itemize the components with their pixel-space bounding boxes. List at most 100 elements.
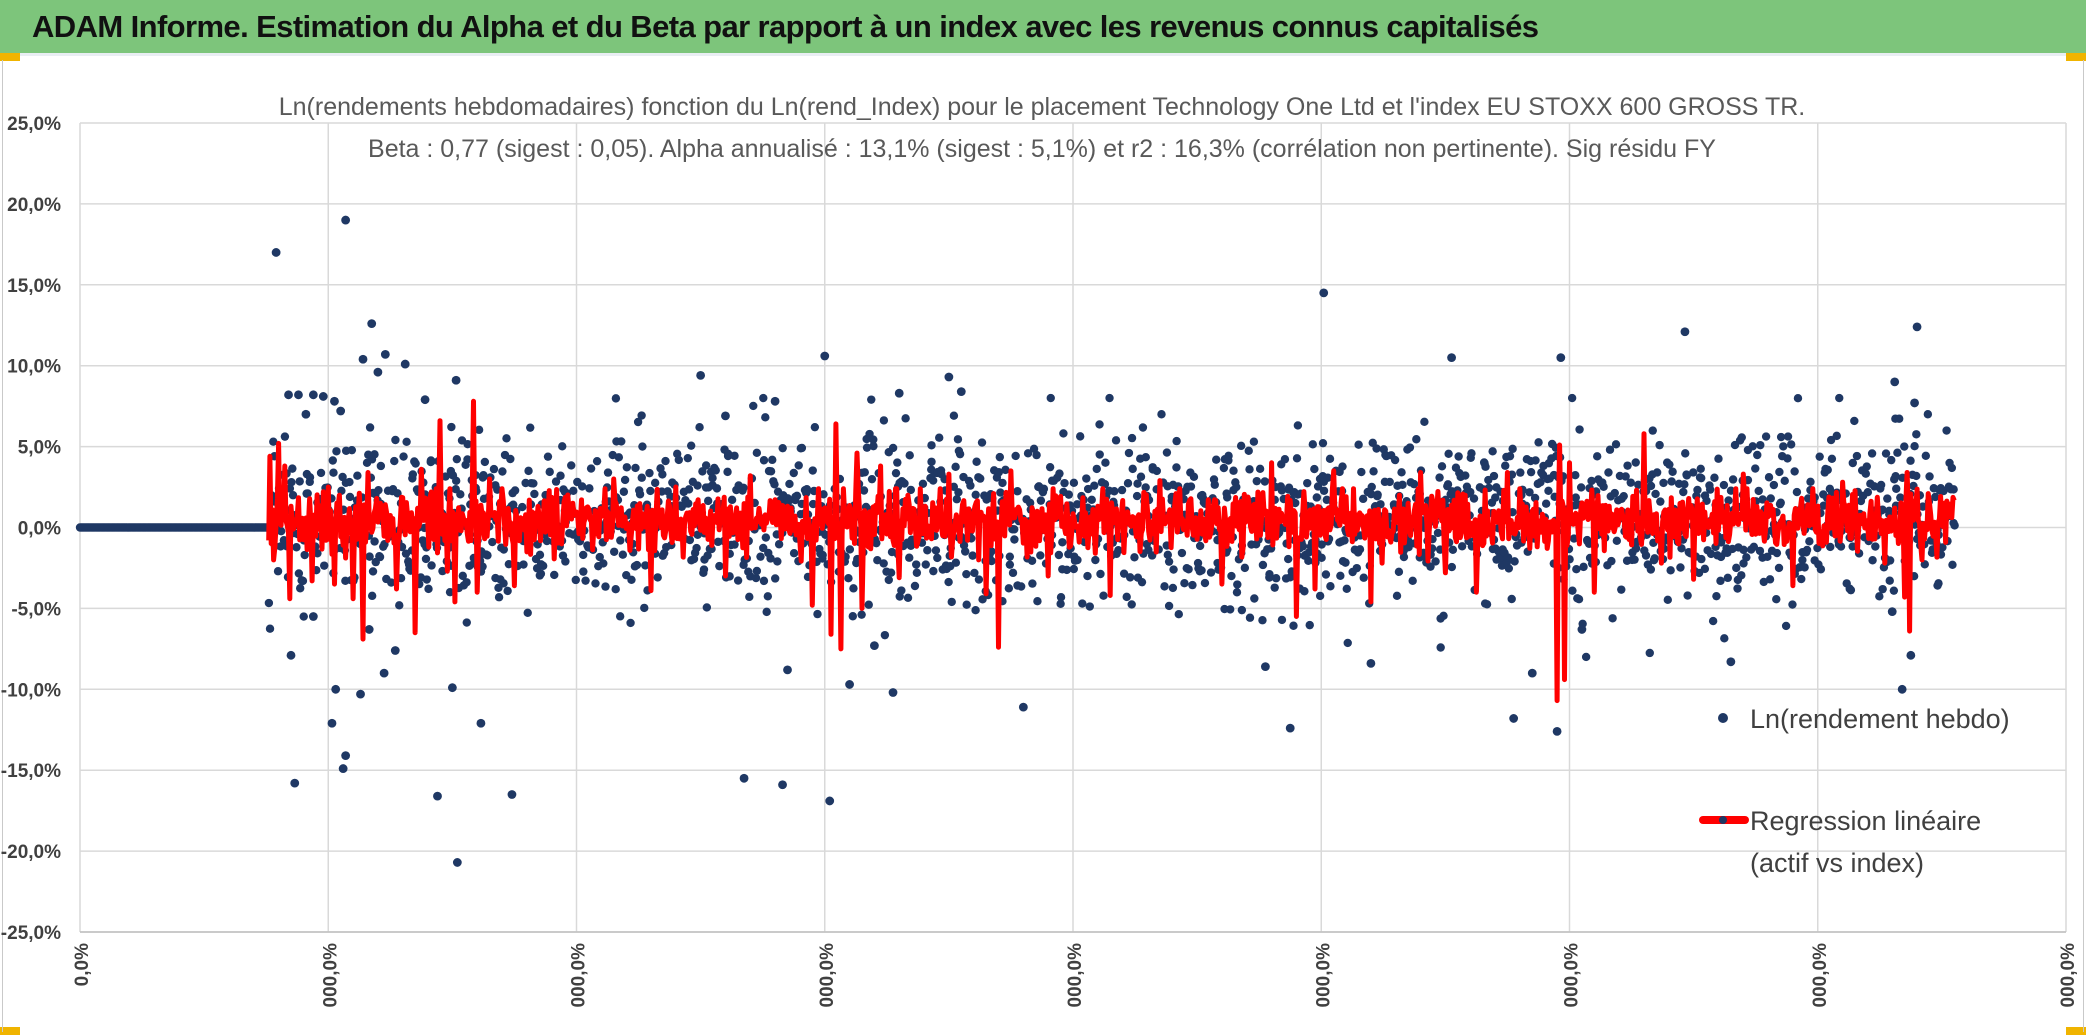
data-point xyxy=(1749,542,1759,551)
data-point xyxy=(510,486,520,495)
data-point xyxy=(1318,438,1328,448)
data-point xyxy=(1172,436,1181,446)
data-point xyxy=(1934,579,1943,588)
data-point xyxy=(316,468,326,478)
data-point xyxy=(701,461,711,470)
data-point xyxy=(1323,473,1332,482)
data-point xyxy=(955,449,965,459)
data-point xyxy=(447,422,456,432)
data-point xyxy=(1223,493,1232,502)
data-point xyxy=(1679,487,1688,497)
data-point xyxy=(1277,615,1287,625)
data-point xyxy=(1608,614,1617,623)
data-point xyxy=(1312,493,1322,502)
data-point xyxy=(686,441,696,450)
data-point-outlier xyxy=(330,396,339,406)
data-point xyxy=(1948,560,1957,570)
data-point xyxy=(502,434,511,443)
data-point xyxy=(368,567,378,576)
data-point-outlier xyxy=(507,790,517,799)
data-point-outlier xyxy=(271,248,281,257)
data-point xyxy=(864,600,873,609)
data-point xyxy=(1846,585,1856,595)
data-point xyxy=(1373,491,1382,501)
data-point xyxy=(265,624,275,633)
data-point xyxy=(1433,528,1443,538)
data-point xyxy=(1815,452,1824,461)
data-point xyxy=(1013,487,1022,496)
data-point xyxy=(1720,634,1729,643)
y-tick-label: 10,0% xyxy=(7,357,61,378)
data-point xyxy=(1481,462,1490,471)
data-point xyxy=(1574,595,1584,604)
data-point xyxy=(1137,577,1147,587)
data-point xyxy=(1426,562,1435,571)
data-point xyxy=(1798,555,1807,565)
data-point xyxy=(1039,484,1049,494)
data-point xyxy=(1180,579,1189,588)
data-point xyxy=(1634,480,1643,490)
data-point xyxy=(1152,466,1162,476)
data-point xyxy=(1610,488,1619,498)
data-point xyxy=(462,618,471,627)
data-point xyxy=(1095,420,1104,429)
data-point xyxy=(739,483,748,492)
data-point xyxy=(1737,571,1746,580)
data-point xyxy=(1132,491,1142,501)
data-point xyxy=(458,571,467,581)
data-point xyxy=(1210,480,1219,489)
data-point xyxy=(1096,569,1105,579)
data-point xyxy=(1064,490,1074,499)
data-point-outlier xyxy=(739,773,749,783)
data-point xyxy=(897,586,906,595)
data-point xyxy=(603,468,613,477)
data-point xyxy=(1130,553,1139,562)
data-point xyxy=(1623,461,1632,470)
data-point-outlier xyxy=(1018,702,1028,712)
data-point xyxy=(674,455,684,465)
data-point xyxy=(1283,554,1293,564)
data-point xyxy=(1503,553,1513,562)
data-point xyxy=(1340,536,1349,545)
data-point xyxy=(592,456,602,466)
data-point xyxy=(632,560,642,570)
data-point xyxy=(1732,563,1741,573)
data-point-outlier xyxy=(341,751,351,761)
data-point xyxy=(927,457,936,466)
data-point xyxy=(1317,540,1326,549)
data-point xyxy=(1587,476,1596,486)
data-point xyxy=(879,559,888,568)
data-point xyxy=(1733,584,1742,593)
data-point xyxy=(944,577,953,587)
data-point xyxy=(1111,436,1121,445)
data-point xyxy=(1001,465,1010,475)
data-point xyxy=(873,556,882,565)
data-point xyxy=(1950,521,1959,530)
data-point xyxy=(499,579,508,588)
data-point xyxy=(1693,485,1702,495)
data-point xyxy=(1033,596,1042,606)
data-point-outlier xyxy=(318,392,328,401)
data-point xyxy=(276,542,285,551)
data-point xyxy=(1073,555,1082,565)
data-point xyxy=(1095,450,1104,459)
data-point xyxy=(951,462,960,472)
data-point xyxy=(1792,487,1802,497)
data-point xyxy=(1723,573,1732,583)
chart-title-line-1: Ln(rendements hebdomadaires) fonction du… xyxy=(279,93,1805,121)
data-point xyxy=(1298,542,1308,551)
data-point xyxy=(1010,525,1019,534)
data-point xyxy=(1889,586,1899,595)
data-point xyxy=(1227,571,1236,581)
data-point xyxy=(579,567,588,576)
x-tick-label: 000,0% xyxy=(1810,943,1831,1008)
data-point xyxy=(451,476,461,486)
data-point-outlier xyxy=(1906,650,1916,660)
data-point xyxy=(1848,458,1857,468)
data-point xyxy=(462,578,471,587)
data-point xyxy=(1666,566,1675,575)
data-point xyxy=(365,552,374,561)
data-point xyxy=(1650,554,1659,563)
data-point xyxy=(1696,464,1705,473)
